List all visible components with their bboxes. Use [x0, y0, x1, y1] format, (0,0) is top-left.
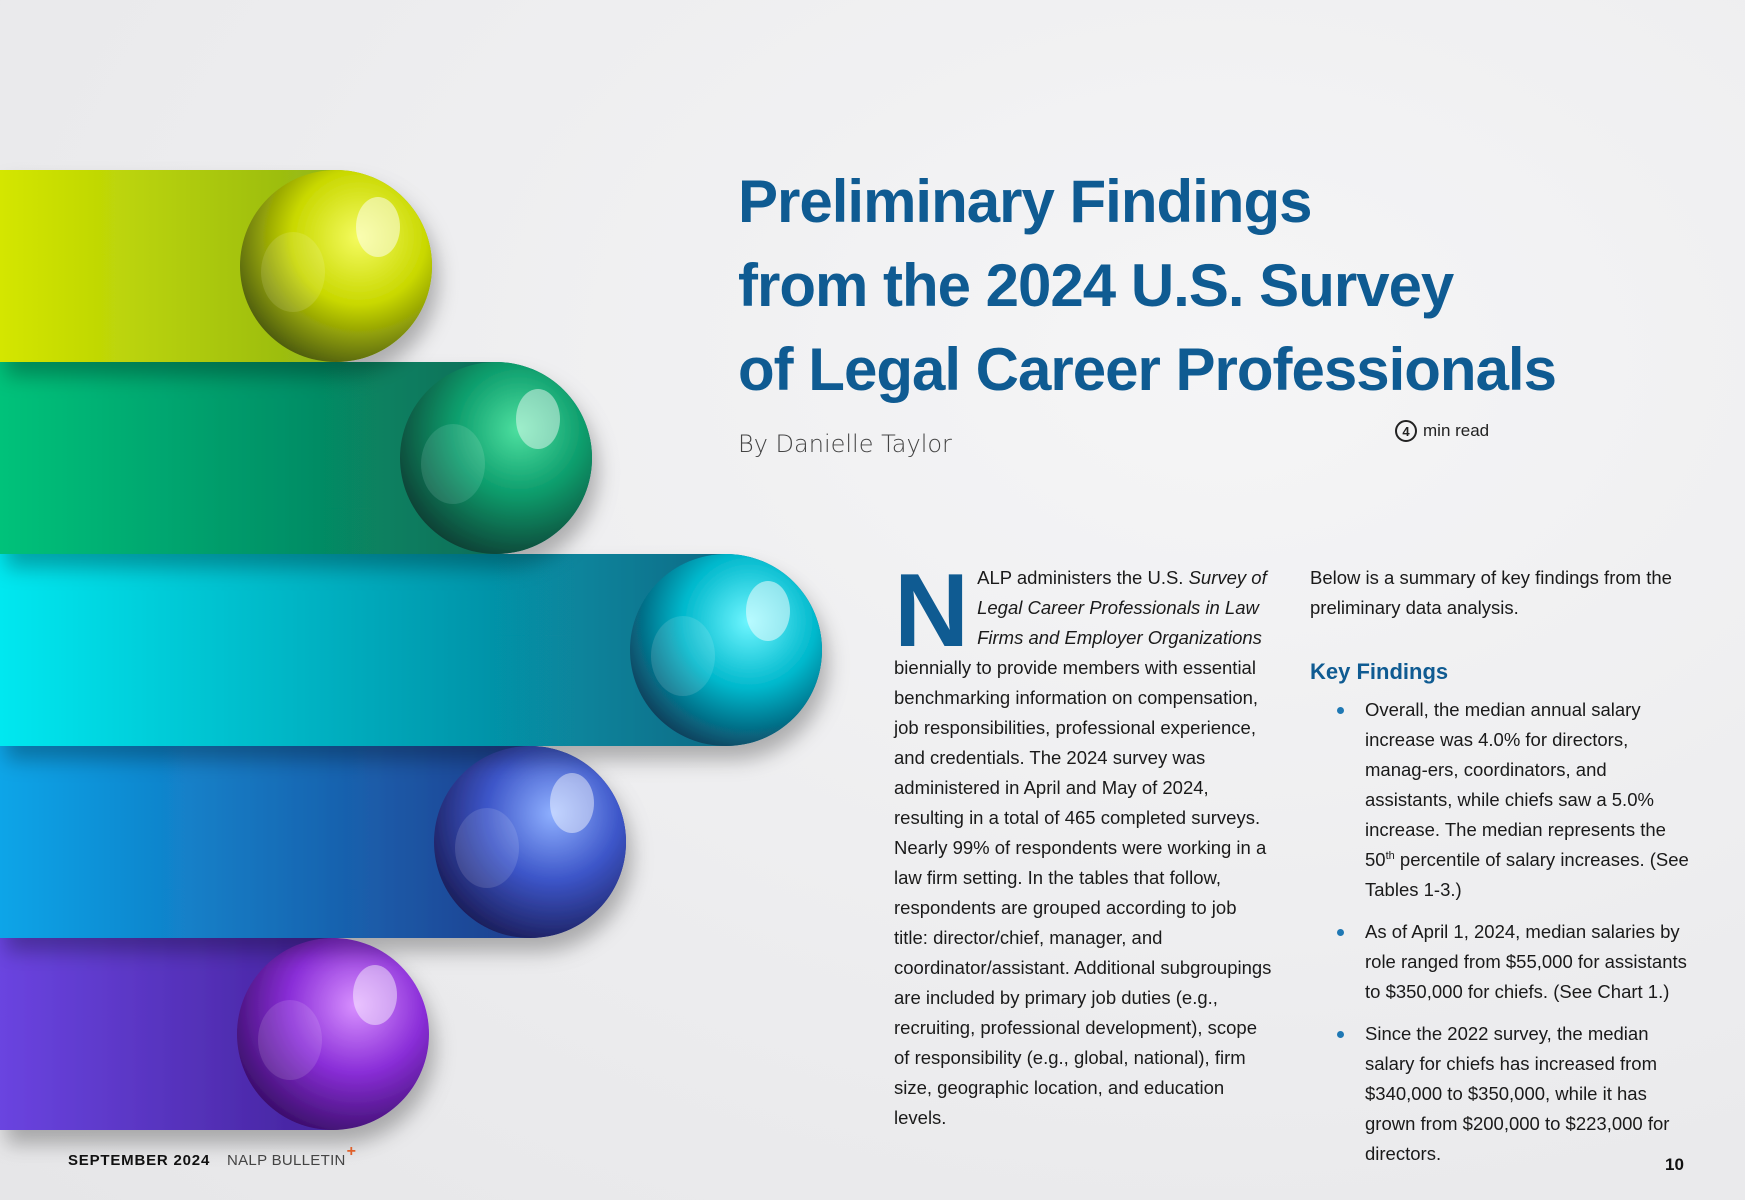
band-green [0, 362, 592, 554]
read-time-label: min read [1423, 421, 1490, 440]
survey-title: Survey of Legal Career Professionals in … [977, 567, 1267, 648]
plus-icon: + [346, 1143, 357, 1160]
issue-date: SEPTEMBER 2024 [68, 1152, 211, 1169]
list-item: Since the 2022 survey, the median salary… [1337, 1019, 1690, 1169]
band-blue [0, 746, 626, 938]
summary-lead: Below is a summary of key findings from … [1310, 567, 1672, 618]
key-findings-heading: Key Findings [1310, 659, 1449, 684]
intro-paragraph: ALP administers the U.S. Survey of Legal… [894, 563, 1274, 1133]
finding-1-text-end: percentile of salary increases. (See Tab… [1365, 849, 1689, 900]
finding-1-text: Overall, the median annual salary increa… [1365, 699, 1666, 870]
title-line-3: of Legal Career Professionals [738, 336, 1557, 403]
intro-text-2: biennially to provide members with essen… [894, 657, 1272, 1128]
finding-1-superscript: th [1385, 849, 1395, 862]
intro-text-1: ALP administers the U.S. [977, 567, 1189, 588]
band-yellow-green [0, 170, 432, 362]
band-cyan [0, 554, 822, 746]
read-time: 4 min read [1395, 420, 1489, 442]
summary-column: Below is a summary of key findings from … [1310, 563, 1690, 1181]
intro-column: N ALP administers the U.S. Survey of Leg… [894, 553, 1274, 1133]
title-line-2: from the 2024 U.S. Survey [738, 252, 1454, 319]
drop-cap: N [894, 553, 970, 669]
key-findings-list: Overall, the median annual salary increa… [1310, 695, 1690, 1169]
title-line-1: Preliminary Findings [738, 168, 1312, 235]
article-title: Preliminary Findings from the 2024 U.S. … [738, 160, 1557, 412]
clock-icon: 4 [1395, 420, 1417, 442]
publication-name: NALP BULLETIN+ [227, 1143, 356, 1170]
list-item: Overall, the median annual salary increa… [1337, 695, 1690, 905]
band-violet [0, 938, 429, 1130]
byline: By Danielle Taylor [738, 430, 952, 458]
page-number: 10 [1665, 1155, 1684, 1174]
publication-title: NALP BULLETIN [227, 1152, 346, 1169]
list-item: As of April 1, 2024, median salaries by … [1337, 917, 1690, 1007]
